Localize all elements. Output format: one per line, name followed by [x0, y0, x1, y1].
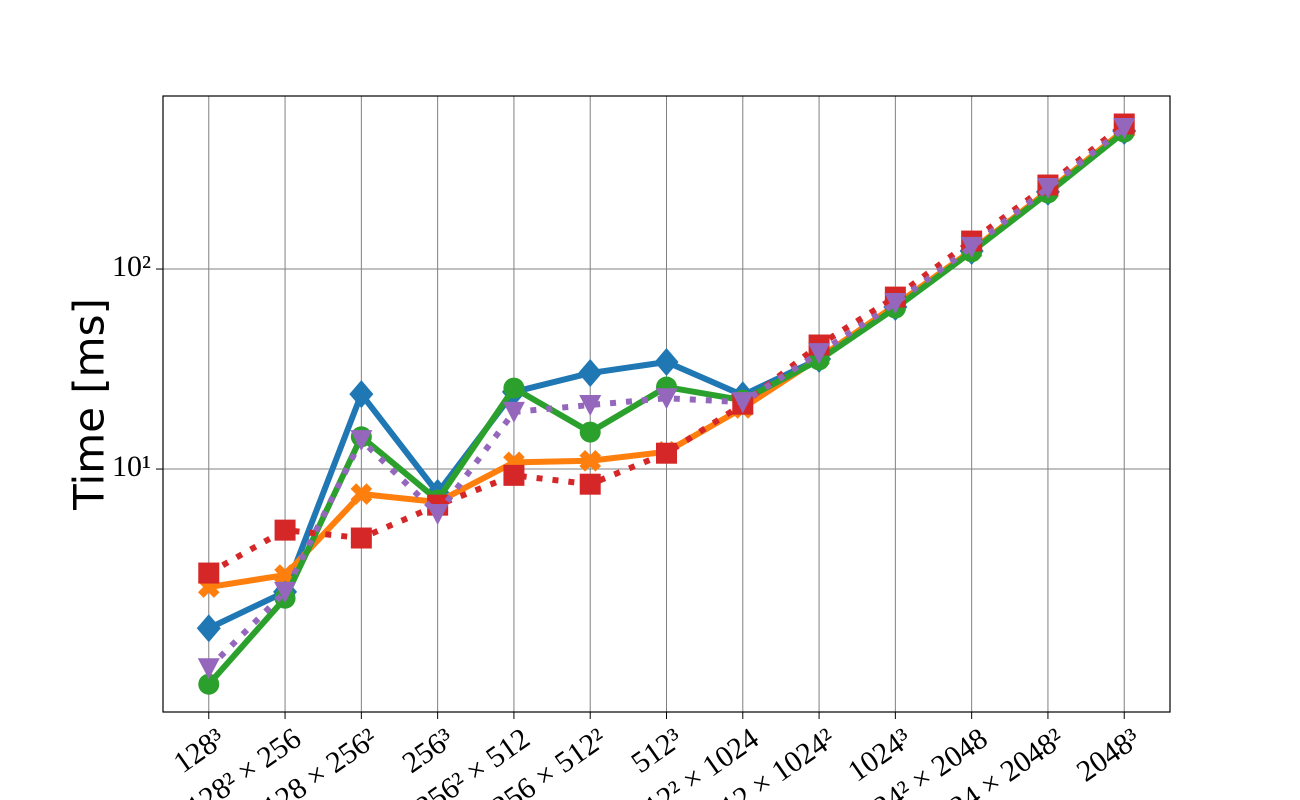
marker	[196, 614, 221, 643]
marker	[656, 442, 677, 464]
marker	[808, 343, 831, 365]
marker	[579, 421, 601, 443]
marker	[350, 430, 373, 452]
marker	[1113, 118, 1136, 140]
y-axis-label: Time [ms]	[65, 298, 114, 511]
marker	[197, 658, 220, 680]
marker	[426, 504, 449, 526]
marker	[198, 562, 220, 584]
marker	[579, 473, 601, 495]
marker	[502, 401, 525, 423]
marker	[884, 293, 907, 315]
marker	[503, 464, 525, 486]
marker	[349, 380, 374, 409]
marker	[731, 392, 754, 414]
marker	[654, 347, 679, 376]
y-tick-label: 10²	[112, 250, 151, 283]
marker	[1036, 178, 1059, 200]
marker	[198, 673, 220, 695]
marker	[274, 581, 297, 603]
marker	[503, 377, 525, 399]
marker	[579, 449, 602, 472]
marker	[960, 236, 983, 258]
y-tick-label: 10¹	[112, 450, 151, 483]
marker	[579, 395, 602, 417]
marker	[350, 483, 373, 505]
marker	[578, 359, 603, 388]
plot-frame	[162, 95, 1171, 713]
marker	[655, 388, 678, 410]
marker	[274, 519, 296, 541]
marker	[350, 527, 372, 549]
